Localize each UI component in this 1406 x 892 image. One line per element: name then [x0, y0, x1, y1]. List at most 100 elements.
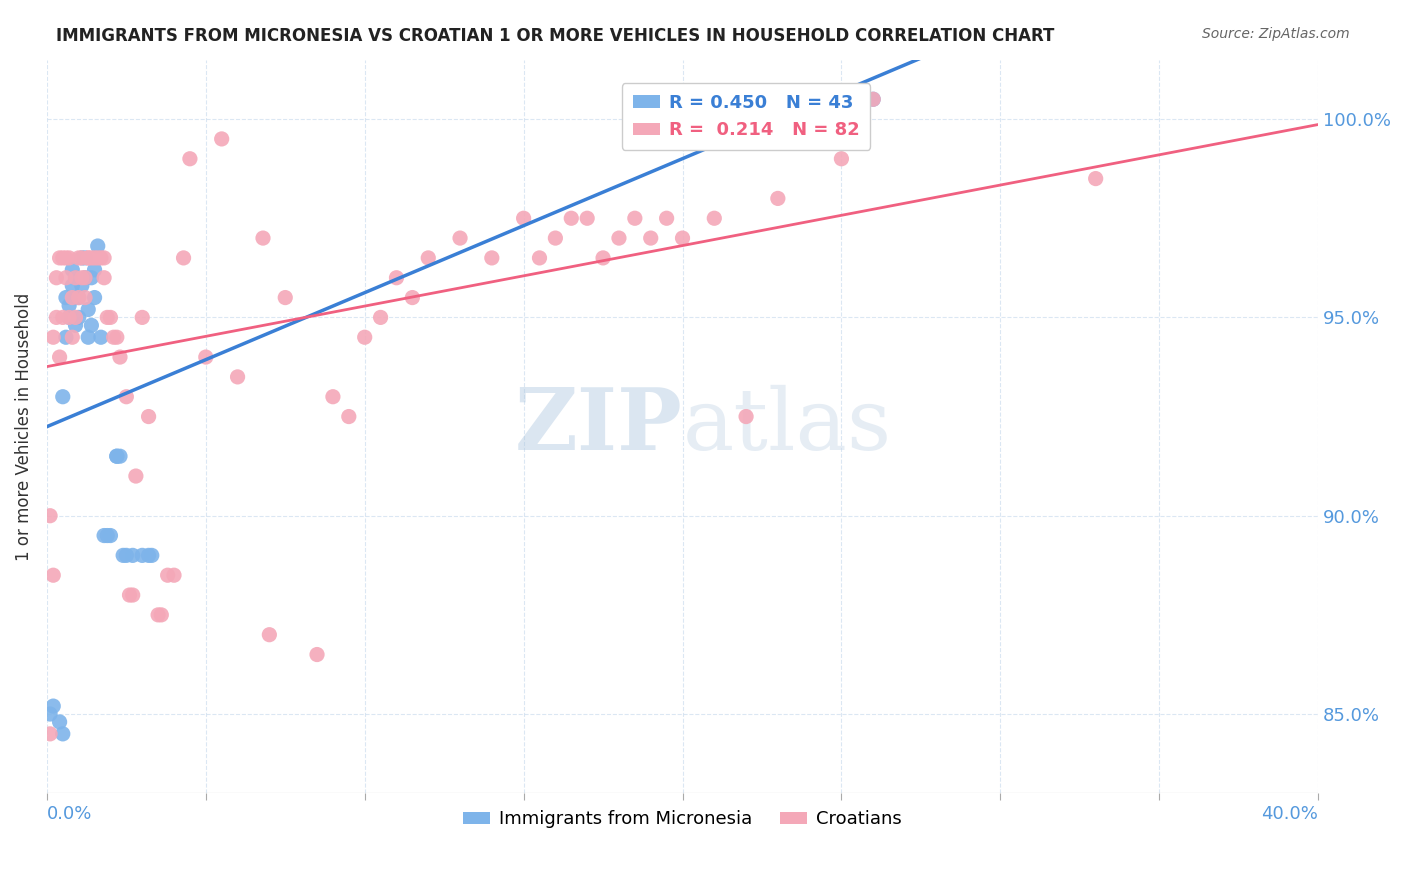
Point	[655, 92, 678, 106]
Point	[353, 330, 375, 344]
Point	[67, 291, 90, 305]
Point	[96, 310, 118, 325]
Point	[48, 251, 70, 265]
Point	[60, 291, 83, 305]
Point	[274, 291, 297, 305]
Point	[80, 270, 103, 285]
Point	[194, 350, 217, 364]
Point	[67, 251, 90, 265]
Point	[173, 251, 195, 265]
Point	[179, 152, 201, 166]
Legend: Immigrants from Micronesia, Croatians: Immigrants from Micronesia, Croatians	[456, 803, 908, 836]
Point	[108, 449, 131, 463]
Point	[100, 310, 122, 325]
Point	[112, 549, 135, 563]
Point	[39, 727, 62, 741]
Point	[70, 251, 93, 265]
Point	[52, 251, 75, 265]
Point	[401, 291, 423, 305]
Point	[125, 469, 148, 483]
Point	[73, 270, 96, 285]
Point	[52, 310, 75, 325]
Point	[55, 330, 77, 344]
Point	[77, 251, 100, 265]
Point	[73, 291, 96, 305]
Point	[150, 607, 173, 622]
Text: 0.0%: 0.0%	[46, 805, 93, 823]
Point	[93, 251, 115, 265]
Point	[703, 211, 725, 226]
Point	[83, 291, 105, 305]
Point	[65, 291, 87, 305]
Point	[42, 568, 65, 582]
Point	[77, 330, 100, 344]
Point	[370, 310, 392, 325]
Point	[58, 298, 80, 312]
Point	[252, 231, 274, 245]
Point	[52, 390, 75, 404]
Text: Source: ZipAtlas.com: Source: ZipAtlas.com	[1202, 27, 1350, 41]
Point	[55, 291, 77, 305]
Point	[39, 508, 62, 523]
Point	[671, 231, 693, 245]
Point	[100, 528, 122, 542]
Point	[146, 607, 169, 622]
Y-axis label: 1 or more Vehicles in Household: 1 or more Vehicles in Household	[15, 293, 32, 560]
Point	[65, 270, 87, 285]
Point	[42, 699, 65, 714]
Point	[70, 278, 93, 293]
Point	[131, 549, 153, 563]
Point	[592, 251, 614, 265]
Point	[640, 231, 662, 245]
Point	[163, 568, 186, 582]
Point	[80, 318, 103, 333]
Text: 40.0%: 40.0%	[1261, 805, 1319, 823]
Point	[83, 251, 105, 265]
Point	[70, 251, 93, 265]
Point	[1084, 171, 1107, 186]
Point	[655, 211, 678, 226]
Point	[87, 239, 110, 253]
Point	[60, 330, 83, 344]
Point	[105, 330, 128, 344]
Point	[60, 278, 83, 293]
Point	[560, 211, 582, 226]
Point	[45, 310, 67, 325]
Point	[58, 310, 80, 325]
Point	[226, 370, 249, 384]
Point	[156, 568, 179, 582]
Point	[322, 390, 344, 404]
Point	[48, 350, 70, 364]
Point	[105, 449, 128, 463]
Point	[93, 528, 115, 542]
Point	[67, 291, 90, 305]
Point	[115, 390, 138, 404]
Point	[105, 449, 128, 463]
Point	[108, 350, 131, 364]
Point	[77, 251, 100, 265]
Point	[449, 231, 471, 245]
Point	[862, 92, 884, 106]
Point	[418, 251, 440, 265]
Point	[60, 262, 83, 277]
Point	[65, 310, 87, 325]
Point	[305, 648, 328, 662]
Point	[96, 528, 118, 542]
Point	[39, 706, 62, 721]
Text: IMMIGRANTS FROM MICRONESIA VS CROATIAN 1 OR MORE VEHICLES IN HOUSEHOLD CORRELATI: IMMIGRANTS FROM MICRONESIA VS CROATIAN 1…	[56, 27, 1054, 45]
Point	[118, 588, 141, 602]
Point	[607, 231, 630, 245]
Point	[45, 270, 67, 285]
Point	[87, 251, 110, 265]
Point	[576, 211, 599, 226]
Point	[83, 262, 105, 277]
Point	[42, 330, 65, 344]
Point	[138, 549, 160, 563]
Text: ZIP: ZIP	[515, 384, 682, 468]
Point	[48, 714, 70, 729]
Point	[544, 231, 567, 245]
Point	[55, 270, 77, 285]
Point	[385, 270, 408, 285]
Point	[80, 251, 103, 265]
Text: atlas: atlas	[682, 384, 891, 468]
